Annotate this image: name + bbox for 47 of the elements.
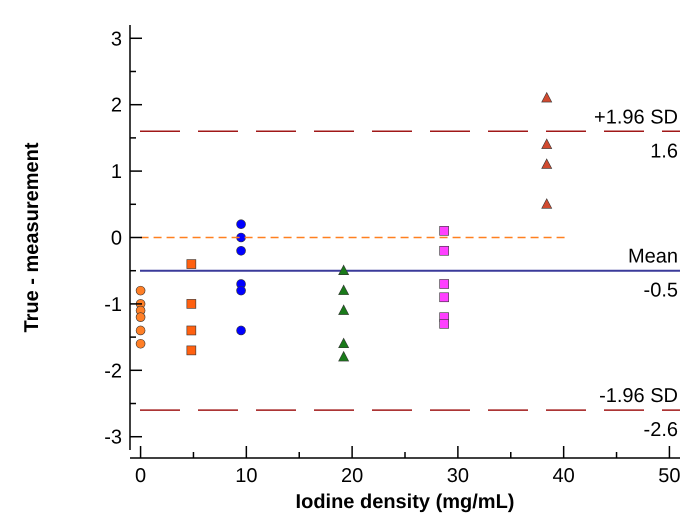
x-tick-label: 40 [552,465,575,487]
annotation: -0.5 [644,280,678,302]
point [439,279,449,289]
y-tick-label: 1 [110,161,122,184]
point [541,92,552,102]
point [439,292,449,302]
point [236,286,246,296]
x-tick-label: 0 [135,465,146,487]
point [236,219,246,230]
point [439,319,449,329]
point [541,198,552,209]
point [186,259,196,269]
point [136,286,146,296]
annotation: 1.6 [650,140,678,162]
point [186,346,196,356]
x-tick-label: 10 [235,465,258,487]
point [136,326,146,336]
point [136,312,146,322]
x-tick-label: 30 [446,465,470,487]
point [338,338,349,348]
point [439,246,449,256]
point [186,299,196,309]
x-axis-title: Iodine density (mg/mL) [296,491,514,513]
x-tick-label: 20 [340,465,364,487]
y-tick-label: -2 [104,360,122,382]
point [338,264,349,276]
y-tick-label: 2 [110,94,122,117]
point [439,226,449,236]
annotation: -2.6 [644,419,678,442]
ref-line-label: +1.96 SD [594,106,678,128]
point [186,326,196,336]
point [236,326,246,336]
y-tick-label: -3 [104,426,122,449]
point [136,338,146,349]
point [338,284,349,295]
point [541,158,552,169]
y-axis-title: True - measurement [21,142,43,333]
y-tick-label: -1 [104,294,122,316]
point [236,246,246,256]
point [338,304,349,315]
y-tick-label: 3 [110,28,122,50]
x-tick-label: 50 [658,465,681,487]
point [541,138,552,149]
point [338,351,349,362]
ref-line-label: -1.96 SD [599,385,678,408]
ref-line-label: Mean [628,246,678,268]
y-tick-label: 0 [110,228,122,250]
